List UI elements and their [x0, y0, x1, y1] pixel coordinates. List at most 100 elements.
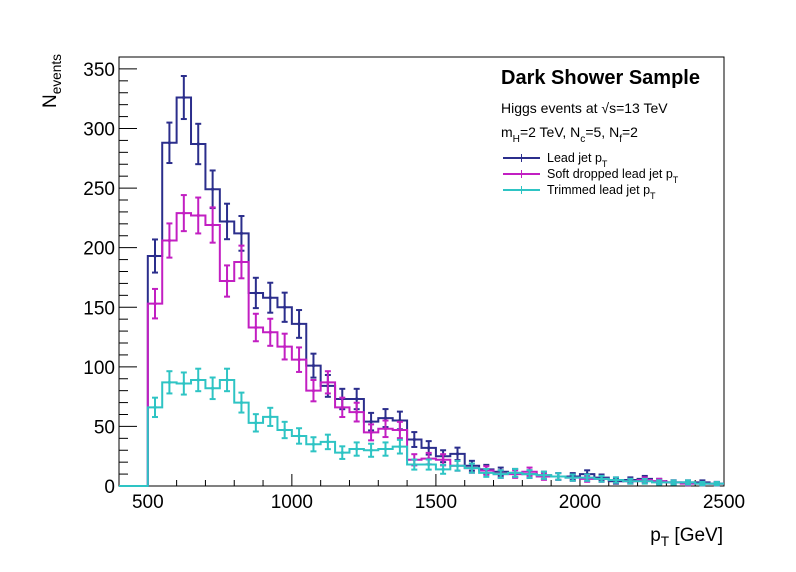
- x-axis-title: pT [GeV]: [650, 525, 723, 549]
- data-point: [297, 434, 301, 438]
- error-bar: [252, 312, 259, 343]
- data-point: [196, 142, 200, 146]
- series-line: [119, 96, 724, 487]
- legend-label: Lead jet pT: [547, 151, 608, 169]
- data-point: [412, 437, 416, 442]
- error-bar: [180, 194, 187, 233]
- y-tick-label: 300: [83, 120, 115, 141]
- error-bar: [180, 75, 187, 121]
- data-point: [326, 440, 330, 444]
- series-3: [119, 367, 724, 487]
- error-bar: [382, 441, 389, 457]
- error-bar: [353, 441, 360, 457]
- x-tick-label: 2500: [703, 492, 745, 513]
- data-point: [383, 427, 388, 431]
- data-point: [686, 480, 690, 485]
- info-line-2: mH=2 TeV, Nc=5, Nf=2: [501, 124, 638, 145]
- data-point: [398, 428, 402, 432]
- data-point: [196, 378, 200, 382]
- data-point: [671, 480, 676, 485]
- error-bar: [670, 479, 677, 486]
- data-point: [182, 211, 186, 215]
- data-point: [297, 358, 301, 362]
- error-bar: [267, 406, 274, 427]
- data-point: [571, 476, 575, 480]
- error-bar: [483, 467, 490, 478]
- y-tick-label: 350: [83, 60, 115, 81]
- data-point: [427, 462, 431, 467]
- data-point: [268, 330, 272, 334]
- data-point: [239, 231, 244, 235]
- error-bar: [296, 427, 303, 445]
- error-bar: [310, 379, 317, 403]
- error-bar: [195, 122, 202, 166]
- data-point: [326, 380, 330, 384]
- error-bar: [224, 202, 231, 241]
- error-bar: [713, 480, 720, 487]
- data-point: [239, 400, 244, 405]
- data-point: [527, 472, 532, 476]
- data-point: [700, 482, 704, 486]
- data-point: [153, 302, 157, 306]
- error-bar: [454, 459, 461, 472]
- error-bar: [368, 423, 375, 442]
- error-bar: [526, 469, 533, 479]
- error-bar: [440, 463, 447, 475]
- data-point: [441, 467, 445, 471]
- error-bar: [497, 469, 504, 479]
- data-point: [311, 442, 316, 446]
- data-point: [614, 478, 618, 482]
- error-bar: [540, 470, 547, 480]
- error-bar: [224, 367, 231, 393]
- data-point: [340, 451, 344, 455]
- data-point: [283, 344, 287, 349]
- data-point: [412, 462, 416, 467]
- data-point: [383, 416, 388, 420]
- error-bar: [339, 396, 346, 419]
- error-bar: [324, 433, 331, 451]
- data-point: [225, 219, 229, 224]
- plot-frame: [118, 56, 725, 487]
- data-point: [182, 381, 186, 386]
- data-point: [239, 260, 244, 264]
- error-bar: [267, 281, 274, 314]
- y-tick-label: 150: [83, 298, 115, 319]
- data-point: [268, 415, 272, 419]
- data-point: [427, 446, 431, 450]
- x-tick-label: 2000: [559, 492, 601, 513]
- data-point: [542, 473, 546, 477]
- data-point: [254, 291, 258, 295]
- data-point: [297, 322, 301, 326]
- error-bar: [656, 479, 663, 486]
- x-axis: 500 1000 1500 2000 2500: [118, 474, 745, 513]
- error-bar: [152, 396, 159, 419]
- data-point: [455, 464, 460, 468]
- error-bar: [209, 206, 216, 244]
- data-point: [585, 476, 589, 480]
- error-bar: [166, 121, 173, 165]
- error-bar: [598, 474, 605, 483]
- legend-entry-3: Trimmed lead jet pT: [503, 183, 656, 201]
- data-point: [167, 238, 172, 243]
- series-layer: [119, 75, 724, 487]
- data-point: [211, 223, 215, 227]
- error-bar: [641, 477, 648, 485]
- data-point: [369, 430, 373, 434]
- x-tick-label: 500: [132, 492, 164, 513]
- error-bar: [396, 438, 403, 455]
- error-bar: [584, 473, 591, 482]
- error-bar: [281, 420, 288, 440]
- error-bar: [512, 467, 519, 478]
- error-bar: [166, 222, 173, 259]
- error-bar: [353, 401, 360, 423]
- data-point: [225, 378, 229, 382]
- legend: Dark Shower Sample Higgs events at √s=13…: [501, 67, 700, 201]
- error-bar: [612, 476, 619, 484]
- data-point: [441, 458, 445, 462]
- y-tick-label: 100: [83, 358, 115, 379]
- error-bar: [310, 352, 317, 379]
- y-axis-title: Nevents: [40, 54, 64, 108]
- data-point: [355, 447, 359, 451]
- y-tick-label: 250: [83, 179, 115, 200]
- error-bar: [224, 264, 231, 298]
